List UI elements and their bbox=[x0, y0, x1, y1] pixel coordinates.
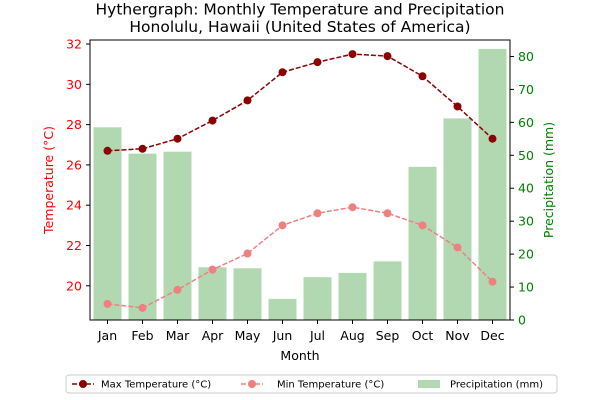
chart-subtitle: Honolulu, Hawaii (United States of Ameri… bbox=[129, 18, 470, 36]
precipitation-bar bbox=[408, 166, 437, 320]
right-axis-label: Precipitation (mm) bbox=[541, 122, 556, 238]
x-axis-tick-label: Jan bbox=[97, 328, 117, 343]
left-axis-tick-label: 22 bbox=[66, 238, 82, 253]
min-temperature-point bbox=[138, 303, 147, 312]
min-temperature-point bbox=[383, 209, 392, 218]
min-temperature-line bbox=[107, 206, 494, 309]
legend: Max Temperature (°C) Min Temperature (°C… bbox=[65, 374, 558, 394]
precipitation-bar bbox=[373, 261, 402, 320]
x-axis-tick-label: Feb bbox=[131, 328, 153, 343]
plot-frame bbox=[89, 39, 511, 321]
min-temperature-point bbox=[243, 249, 252, 258]
x-axis: Jan Feb Mar Apr May Jun Jul Aug Sep Oct Nov Dec bbox=[97, 320, 505, 343]
min-temperature-point bbox=[488, 277, 497, 286]
min-temperature-point bbox=[453, 243, 462, 252]
legend-frame bbox=[65, 374, 558, 394]
x-axis-tick-label: Sep bbox=[376, 328, 400, 343]
left-axis-tick-label: 28 bbox=[66, 117, 82, 132]
precipitation-bar bbox=[93, 127, 122, 320]
min-temperature-point bbox=[173, 285, 182, 294]
min-temperature-point bbox=[348, 203, 357, 212]
left-axis-tick-label: 32 bbox=[66, 37, 82, 52]
x-axis-tick-label: Jun bbox=[272, 328, 293, 343]
precipitation-bar bbox=[478, 48, 507, 321]
right-axis-tick-label: 80 bbox=[518, 49, 534, 64]
left-axis-tick-label: 26 bbox=[66, 157, 82, 172]
x-axis-tick-label: Dec bbox=[480, 328, 504, 343]
left-axis-tick-label: 20 bbox=[66, 278, 82, 293]
x-axis-tick-label: May bbox=[235, 328, 261, 343]
max-temperature-point bbox=[418, 72, 427, 81]
left-axis-tick-label: 30 bbox=[66, 77, 82, 92]
precipitation-bar bbox=[128, 153, 157, 320]
min-temperature-point bbox=[278, 221, 287, 230]
precipitation-bar bbox=[268, 298, 297, 320]
x-axis-tick-label: Apr bbox=[202, 328, 224, 343]
precipitation-bar bbox=[443, 118, 472, 321]
right-axis-tick-label: 30 bbox=[518, 214, 534, 229]
max-temperature-point bbox=[173, 134, 182, 143]
max-temperature-point bbox=[488, 134, 497, 143]
max-temperature-point bbox=[103, 146, 112, 155]
max-temperature-point bbox=[313, 58, 322, 67]
precipitation-bar bbox=[198, 267, 227, 320]
precipitation-bar bbox=[233, 268, 262, 320]
precipitation-bars bbox=[93, 48, 507, 321]
left-axis-tick-label: 24 bbox=[66, 198, 82, 213]
max-temperature-point bbox=[208, 116, 217, 125]
max-temperature-line bbox=[107, 53, 494, 152]
min-temperature-point bbox=[208, 265, 217, 274]
precipitation-bar bbox=[338, 272, 367, 320]
chart-title: Hythergraph: Monthly Temperature and Pre… bbox=[96, 1, 505, 19]
max-temperature-point bbox=[138, 144, 147, 153]
right-axis-tick-label: 50 bbox=[518, 148, 534, 163]
x-axis-tick-label: Jul bbox=[309, 328, 325, 343]
legend-precip-swatch bbox=[418, 380, 440, 388]
max-temperature-point bbox=[348, 50, 357, 59]
x-axis-label: Month bbox=[280, 348, 319, 363]
x-axis-tick-label: Oct bbox=[412, 328, 434, 343]
max-temperature-point bbox=[278, 68, 287, 77]
right-axis-tick-label: 40 bbox=[518, 181, 534, 196]
right-axis: 0 10 20 30 40 50 60 70 80 bbox=[510, 49, 534, 328]
legend-max-label: Max Temperature (°C) bbox=[101, 380, 211, 391]
min-temperature-point bbox=[313, 209, 322, 218]
right-axis-tick-label: 20 bbox=[518, 247, 534, 262]
legend-max-marker bbox=[79, 380, 87, 388]
right-axis-tick-label: 0 bbox=[518, 313, 526, 328]
max-temperature-point bbox=[453, 102, 462, 111]
x-axis-tick-label: Aug bbox=[340, 328, 364, 343]
temperature-lines bbox=[103, 50, 497, 312]
max-temperature-point bbox=[243, 96, 252, 105]
right-axis-tick-label: 60 bbox=[518, 115, 534, 130]
legend-min-label: Min Temperature (°C) bbox=[277, 380, 384, 391]
legend-precip-label: Precipitation (mm) bbox=[450, 380, 543, 391]
right-axis-tick-label: 70 bbox=[518, 82, 534, 97]
right-axis-tick-label: 10 bbox=[518, 280, 534, 295]
x-axis-tick-label: Nov bbox=[445, 328, 470, 343]
min-temperature-point bbox=[418, 221, 427, 230]
min-temperature-point bbox=[103, 299, 112, 308]
max-temperature-point bbox=[383, 52, 392, 61]
left-axis-label: Temperature (°C) bbox=[41, 126, 56, 235]
legend-min-marker bbox=[248, 380, 256, 388]
x-axis-tick-label: Mar bbox=[166, 328, 190, 343]
precipitation-bar bbox=[303, 277, 332, 320]
left-axis: 20 22 24 26 28 30 32 bbox=[66, 37, 90, 293]
